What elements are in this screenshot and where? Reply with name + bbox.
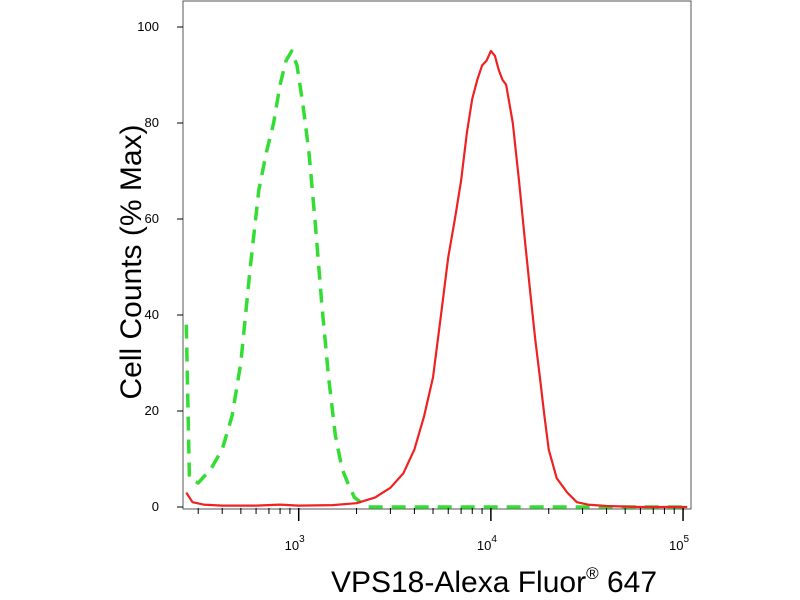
plot-frame	[182, 0, 692, 510]
y-tick-label-40: 40	[145, 307, 159, 322]
series-layer	[184, 49, 688, 509]
y-tick-label-80: 80	[145, 115, 159, 130]
y-tick-label-0: 0	[152, 499, 159, 514]
y-tick-label-60: 60	[145, 211, 159, 226]
series-line-2	[185, 49, 688, 509]
y-axis-title: Cell Counts (% Max)	[115, 124, 148, 399]
x-axis-title-registered: ®	[586, 564, 599, 583]
x-axis-title-main: VPS18-Alexa Fluor	[331, 566, 586, 599]
x-tick-label-10-5: 105	[669, 534, 689, 553]
x-axis-title: VPS18-Alexa Fluor® 647	[331, 564, 657, 599]
y-tick-label-100: 100	[137, 19, 159, 34]
x-tick-label-10-3: 103	[285, 534, 305, 553]
series-line-1	[184, 49, 688, 509]
x-axis-title-suffix: 647	[599, 566, 657, 599]
y-axis: 0 20 40 60 80 100	[137, 19, 183, 514]
y-tick-label-20: 20	[145, 403, 159, 418]
x-axis: 103 104 105	[197, 508, 689, 553]
x-tick-label-10-4: 104	[477, 534, 497, 553]
